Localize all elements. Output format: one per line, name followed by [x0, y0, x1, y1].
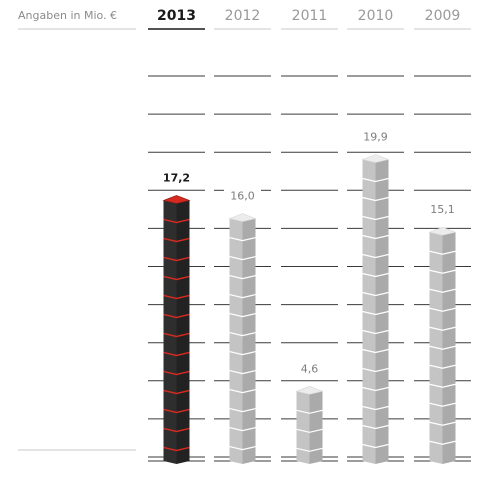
- year-label-2009: 2009: [425, 8, 461, 24]
- bar-2011: [295, 385, 324, 464]
- unit-label: Angaben in Mio. €: [18, 9, 117, 22]
- value-label-2010: 19,9: [363, 131, 388, 144]
- bar-2009: [428, 226, 457, 464]
- bar-2013: [162, 195, 191, 465]
- value-label-2013: 17,2: [163, 171, 190, 184]
- value-label-2012: 16,0: [230, 190, 255, 203]
- bar-2010: [361, 154, 390, 464]
- year-label-2010: 2010: [358, 8, 394, 24]
- value-label-2011: 4,6: [301, 362, 319, 375]
- bar-2012: [228, 213, 257, 464]
- value-label-2009: 15,1: [430, 203, 455, 216]
- year-label-2012: 2012: [225, 8, 261, 24]
- year-label-2011: 2011: [292, 8, 328, 24]
- year-label-2013: 2013: [157, 8, 196, 24]
